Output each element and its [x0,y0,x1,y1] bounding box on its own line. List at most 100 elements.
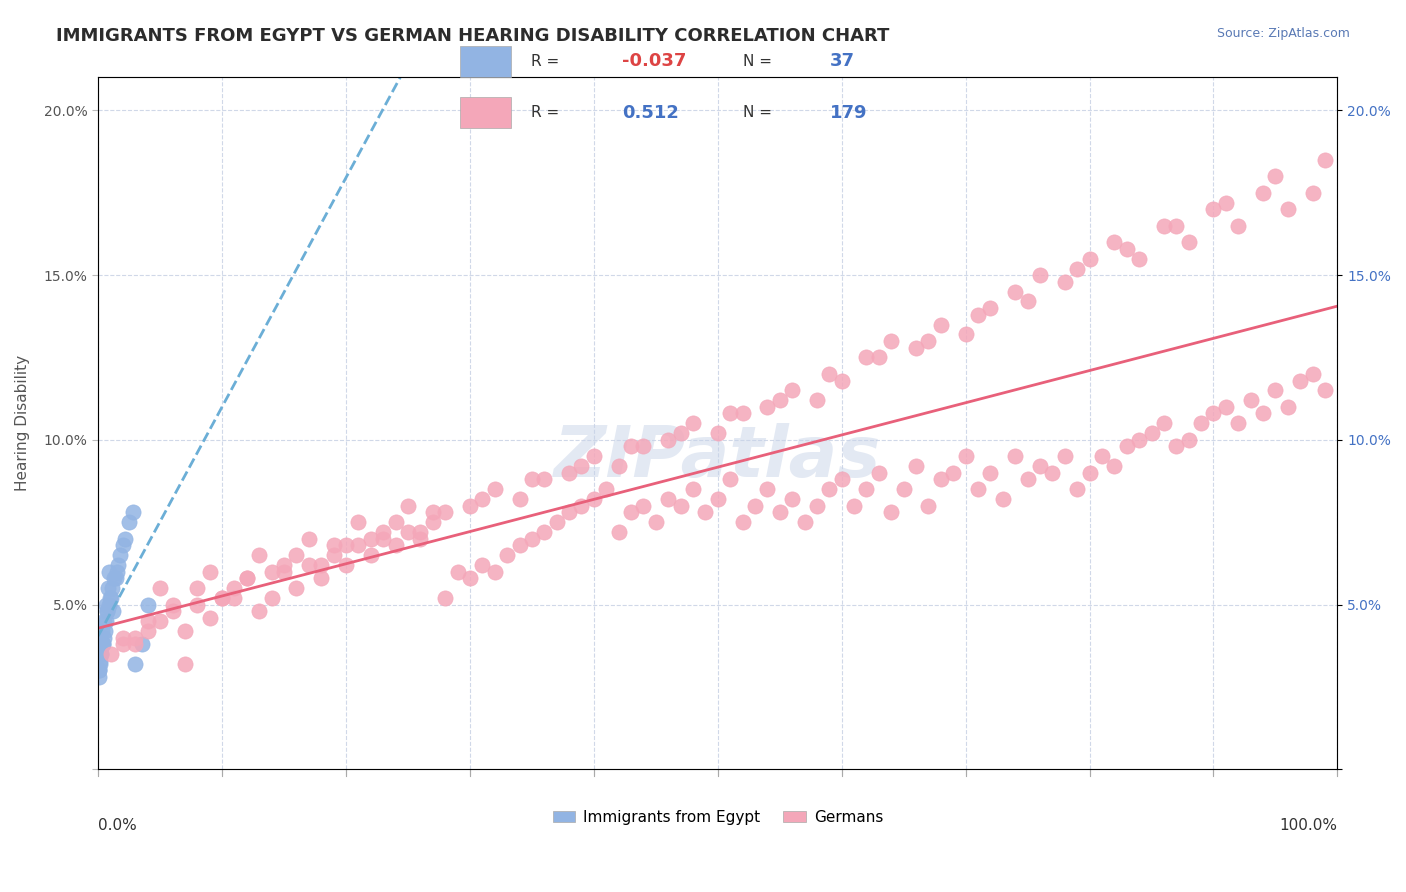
Point [1153,219,1175,233]
Point [682,483,704,497]
Point [533,472,555,486]
Point [285,548,308,562]
Point [1215,400,1237,414]
Point [89,664,111,678]
Point [104,571,127,585]
Point [793,515,815,529]
Point [1017,472,1039,486]
Text: 100.0%: 100.0% [1279,818,1337,833]
Point [1017,294,1039,309]
Point [211,591,233,605]
Point [582,492,605,507]
Point [607,459,630,474]
Point [309,558,332,572]
Point [247,604,270,618]
Point [1128,252,1150,266]
Point [90,624,112,638]
Point [855,483,877,497]
Point [955,450,977,464]
Point [868,351,890,365]
Point [422,515,444,529]
Point [124,631,146,645]
Point [533,525,555,540]
Point [1029,459,1052,474]
FancyBboxPatch shape [460,97,510,128]
Text: 179: 179 [830,103,868,121]
Point [780,492,803,507]
Point [422,505,444,519]
Point [322,548,344,562]
Point [880,505,903,519]
Point [669,499,692,513]
Point [756,483,779,497]
Point [607,525,630,540]
Point [434,505,457,519]
Point [718,472,741,486]
Point [582,450,605,464]
Point [1053,275,1076,289]
Point [929,318,952,332]
Point [114,532,136,546]
Point [831,472,853,486]
Text: Source: ZipAtlas.com: Source: ZipAtlas.com [1216,27,1350,40]
Point [955,327,977,342]
Point [96,604,118,618]
Point [94,624,117,638]
Point [100,591,122,605]
Point [620,439,643,453]
Point [979,301,1001,315]
Point [633,499,655,513]
Point [162,598,184,612]
Point [546,515,568,529]
Point [124,657,146,671]
Point [1189,417,1212,431]
Point [1066,483,1088,497]
Point [484,565,506,579]
Point [917,334,939,348]
Point [868,466,890,480]
Point [111,538,134,552]
Point [880,334,903,348]
Point [929,472,952,486]
Point [917,499,939,513]
Point [769,393,792,408]
Point [124,637,146,651]
Point [855,351,877,365]
Text: -0.037: -0.037 [621,53,686,70]
Point [96,614,118,628]
Text: R =: R = [531,54,564,69]
Point [360,532,382,546]
Legend: Immigrants from Egypt, Germans: Immigrants from Egypt, Germans [547,804,889,830]
Point [373,532,395,546]
Point [360,548,382,562]
Point [1029,268,1052,282]
Point [87,670,110,684]
Point [322,538,344,552]
Point [1302,367,1324,381]
Text: N =: N = [744,105,778,120]
Point [942,466,965,480]
Point [1227,219,1250,233]
Point [107,558,129,572]
Point [806,499,828,513]
Point [136,614,159,628]
Point [1302,186,1324,200]
Point [373,525,395,540]
Point [91,637,114,651]
Point [1166,219,1188,233]
Text: 0.0%: 0.0% [98,818,136,833]
Point [434,591,457,605]
Point [595,483,617,497]
Point [818,367,841,381]
Point [893,483,915,497]
Point [1240,393,1263,408]
Point [1078,466,1101,480]
Point [1289,374,1312,388]
Point [496,548,519,562]
Point [1264,384,1286,398]
Point [842,499,865,513]
Point [508,492,530,507]
Point [224,581,246,595]
Point [309,571,332,585]
Point [818,483,841,497]
